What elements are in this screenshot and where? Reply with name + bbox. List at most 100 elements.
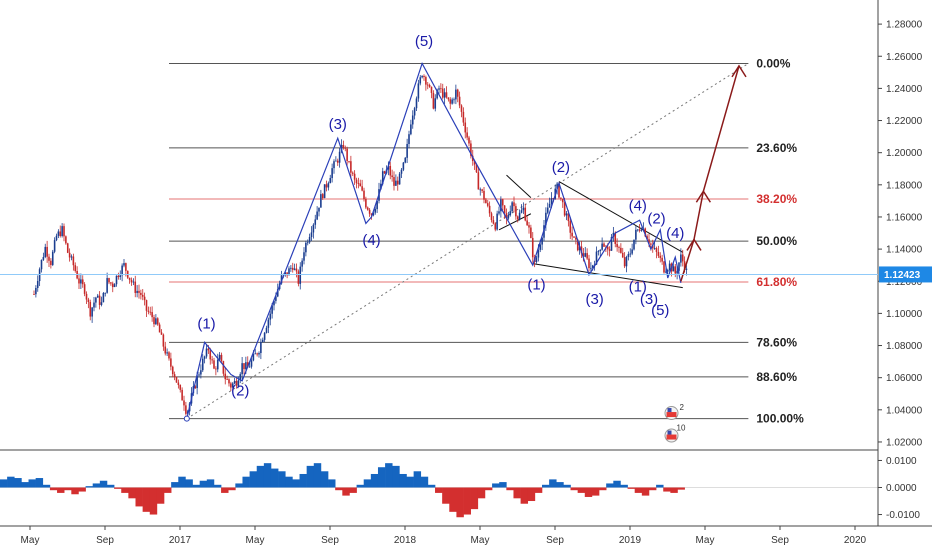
candle-body bbox=[286, 272, 288, 276]
candle-body bbox=[117, 275, 120, 277]
candle-body bbox=[164, 346, 167, 354]
candle-body bbox=[306, 242, 309, 244]
candle-body bbox=[359, 183, 362, 187]
candle-body bbox=[121, 265, 123, 276]
osc-bar bbox=[313, 463, 322, 488]
oscillator-panel bbox=[0, 463, 878, 518]
candle-body bbox=[241, 363, 243, 375]
candle-body bbox=[638, 229, 641, 231]
osc-bar bbox=[142, 487, 151, 512]
candle-body bbox=[368, 209, 371, 214]
wave-label: (2) bbox=[231, 382, 249, 399]
candle-body bbox=[636, 229, 639, 231]
candle-body bbox=[625, 256, 628, 267]
candle-body bbox=[252, 354, 255, 361]
arrow-head-2 bbox=[695, 189, 712, 203]
osc-bar bbox=[249, 471, 258, 488]
candle-body bbox=[63, 226, 65, 237]
candle-body bbox=[410, 124, 412, 135]
candle-body bbox=[271, 305, 273, 314]
candle-body bbox=[215, 368, 217, 370]
candle-body bbox=[111, 283, 114, 288]
candle-body bbox=[650, 243, 652, 245]
candle-body bbox=[456, 89, 459, 97]
candle-body bbox=[408, 134, 410, 144]
candle-body bbox=[558, 183, 560, 198]
candle-body bbox=[496, 213, 498, 230]
candle-body bbox=[411, 115, 414, 125]
elliott-wave-path bbox=[183, 61, 682, 422]
candle-body bbox=[175, 376, 178, 383]
osc-bar bbox=[677, 487, 685, 490]
osc-bar bbox=[235, 483, 243, 488]
price-tick-label: 1.22000 bbox=[886, 116, 923, 127]
osc-bar bbox=[135, 487, 143, 507]
candle-body bbox=[575, 237, 577, 240]
candle-body bbox=[580, 246, 583, 254]
candle-body bbox=[263, 332, 266, 340]
projection-arrow-path bbox=[680, 65, 740, 282]
candle-body bbox=[46, 246, 48, 257]
candle-body bbox=[230, 383, 232, 388]
candle-body bbox=[599, 249, 602, 252]
event-icon-canton bbox=[667, 430, 672, 435]
wave-label: (3) bbox=[585, 291, 603, 308]
candle-body bbox=[353, 173, 356, 180]
candle-body bbox=[299, 266, 302, 284]
candle-body bbox=[104, 292, 107, 294]
osc-bar bbox=[114, 487, 122, 489]
candle-body bbox=[473, 161, 476, 165]
candle-body bbox=[222, 361, 225, 374]
candle-body bbox=[470, 143, 472, 156]
candle-body bbox=[541, 237, 543, 245]
fib-level-label: 88.60% bbox=[756, 370, 797, 384]
price-tick-label: 1.06000 bbox=[886, 373, 923, 384]
osc-bar bbox=[492, 483, 500, 488]
candle-body bbox=[325, 184, 328, 188]
osc-bar bbox=[606, 483, 614, 488]
price-tick-label: 1.08000 bbox=[886, 341, 923, 352]
osc-bar bbox=[85, 486, 94, 488]
osc-bar bbox=[463, 487, 471, 515]
candle-body bbox=[666, 270, 669, 272]
candle-body bbox=[500, 199, 502, 212]
candle-body bbox=[168, 352, 170, 359]
candle-body bbox=[530, 227, 532, 238]
candle-body bbox=[565, 213, 568, 216]
candle-body bbox=[395, 180, 397, 186]
time-tick-label: May bbox=[471, 535, 490, 546]
diagonal-trend-line bbox=[186, 63, 749, 420]
candle-body bbox=[66, 243, 69, 253]
candle-body bbox=[316, 211, 318, 220]
osc-bar bbox=[570, 487, 578, 491]
candle-body bbox=[55, 235, 58, 241]
candle-body bbox=[661, 257, 663, 262]
osc-bar bbox=[449, 487, 457, 512]
candle-body bbox=[370, 213, 373, 216]
candle-body bbox=[603, 243, 605, 247]
candle-body bbox=[301, 260, 303, 267]
price-tick-label: 1.04000 bbox=[886, 405, 923, 416]
candle-body bbox=[423, 75, 425, 78]
osc-bar bbox=[363, 479, 372, 488]
event-icon-stripe bbox=[666, 412, 677, 418]
candle-body bbox=[629, 253, 632, 255]
candle-body bbox=[290, 267, 292, 269]
candle-body bbox=[417, 83, 420, 99]
candle-body bbox=[633, 239, 635, 250]
osc-bar bbox=[78, 487, 86, 492]
candle-body bbox=[485, 199, 487, 204]
candle-body bbox=[143, 296, 146, 301]
candle-body bbox=[571, 232, 573, 237]
candle-body bbox=[145, 300, 148, 311]
osc-bar bbox=[670, 487, 678, 493]
candle-body bbox=[498, 211, 500, 214]
wave-label: (4) bbox=[666, 225, 684, 242]
candle-body bbox=[246, 362, 249, 368]
candle-body bbox=[610, 236, 613, 251]
candle-body bbox=[425, 77, 427, 85]
osc-bar bbox=[164, 487, 172, 493]
